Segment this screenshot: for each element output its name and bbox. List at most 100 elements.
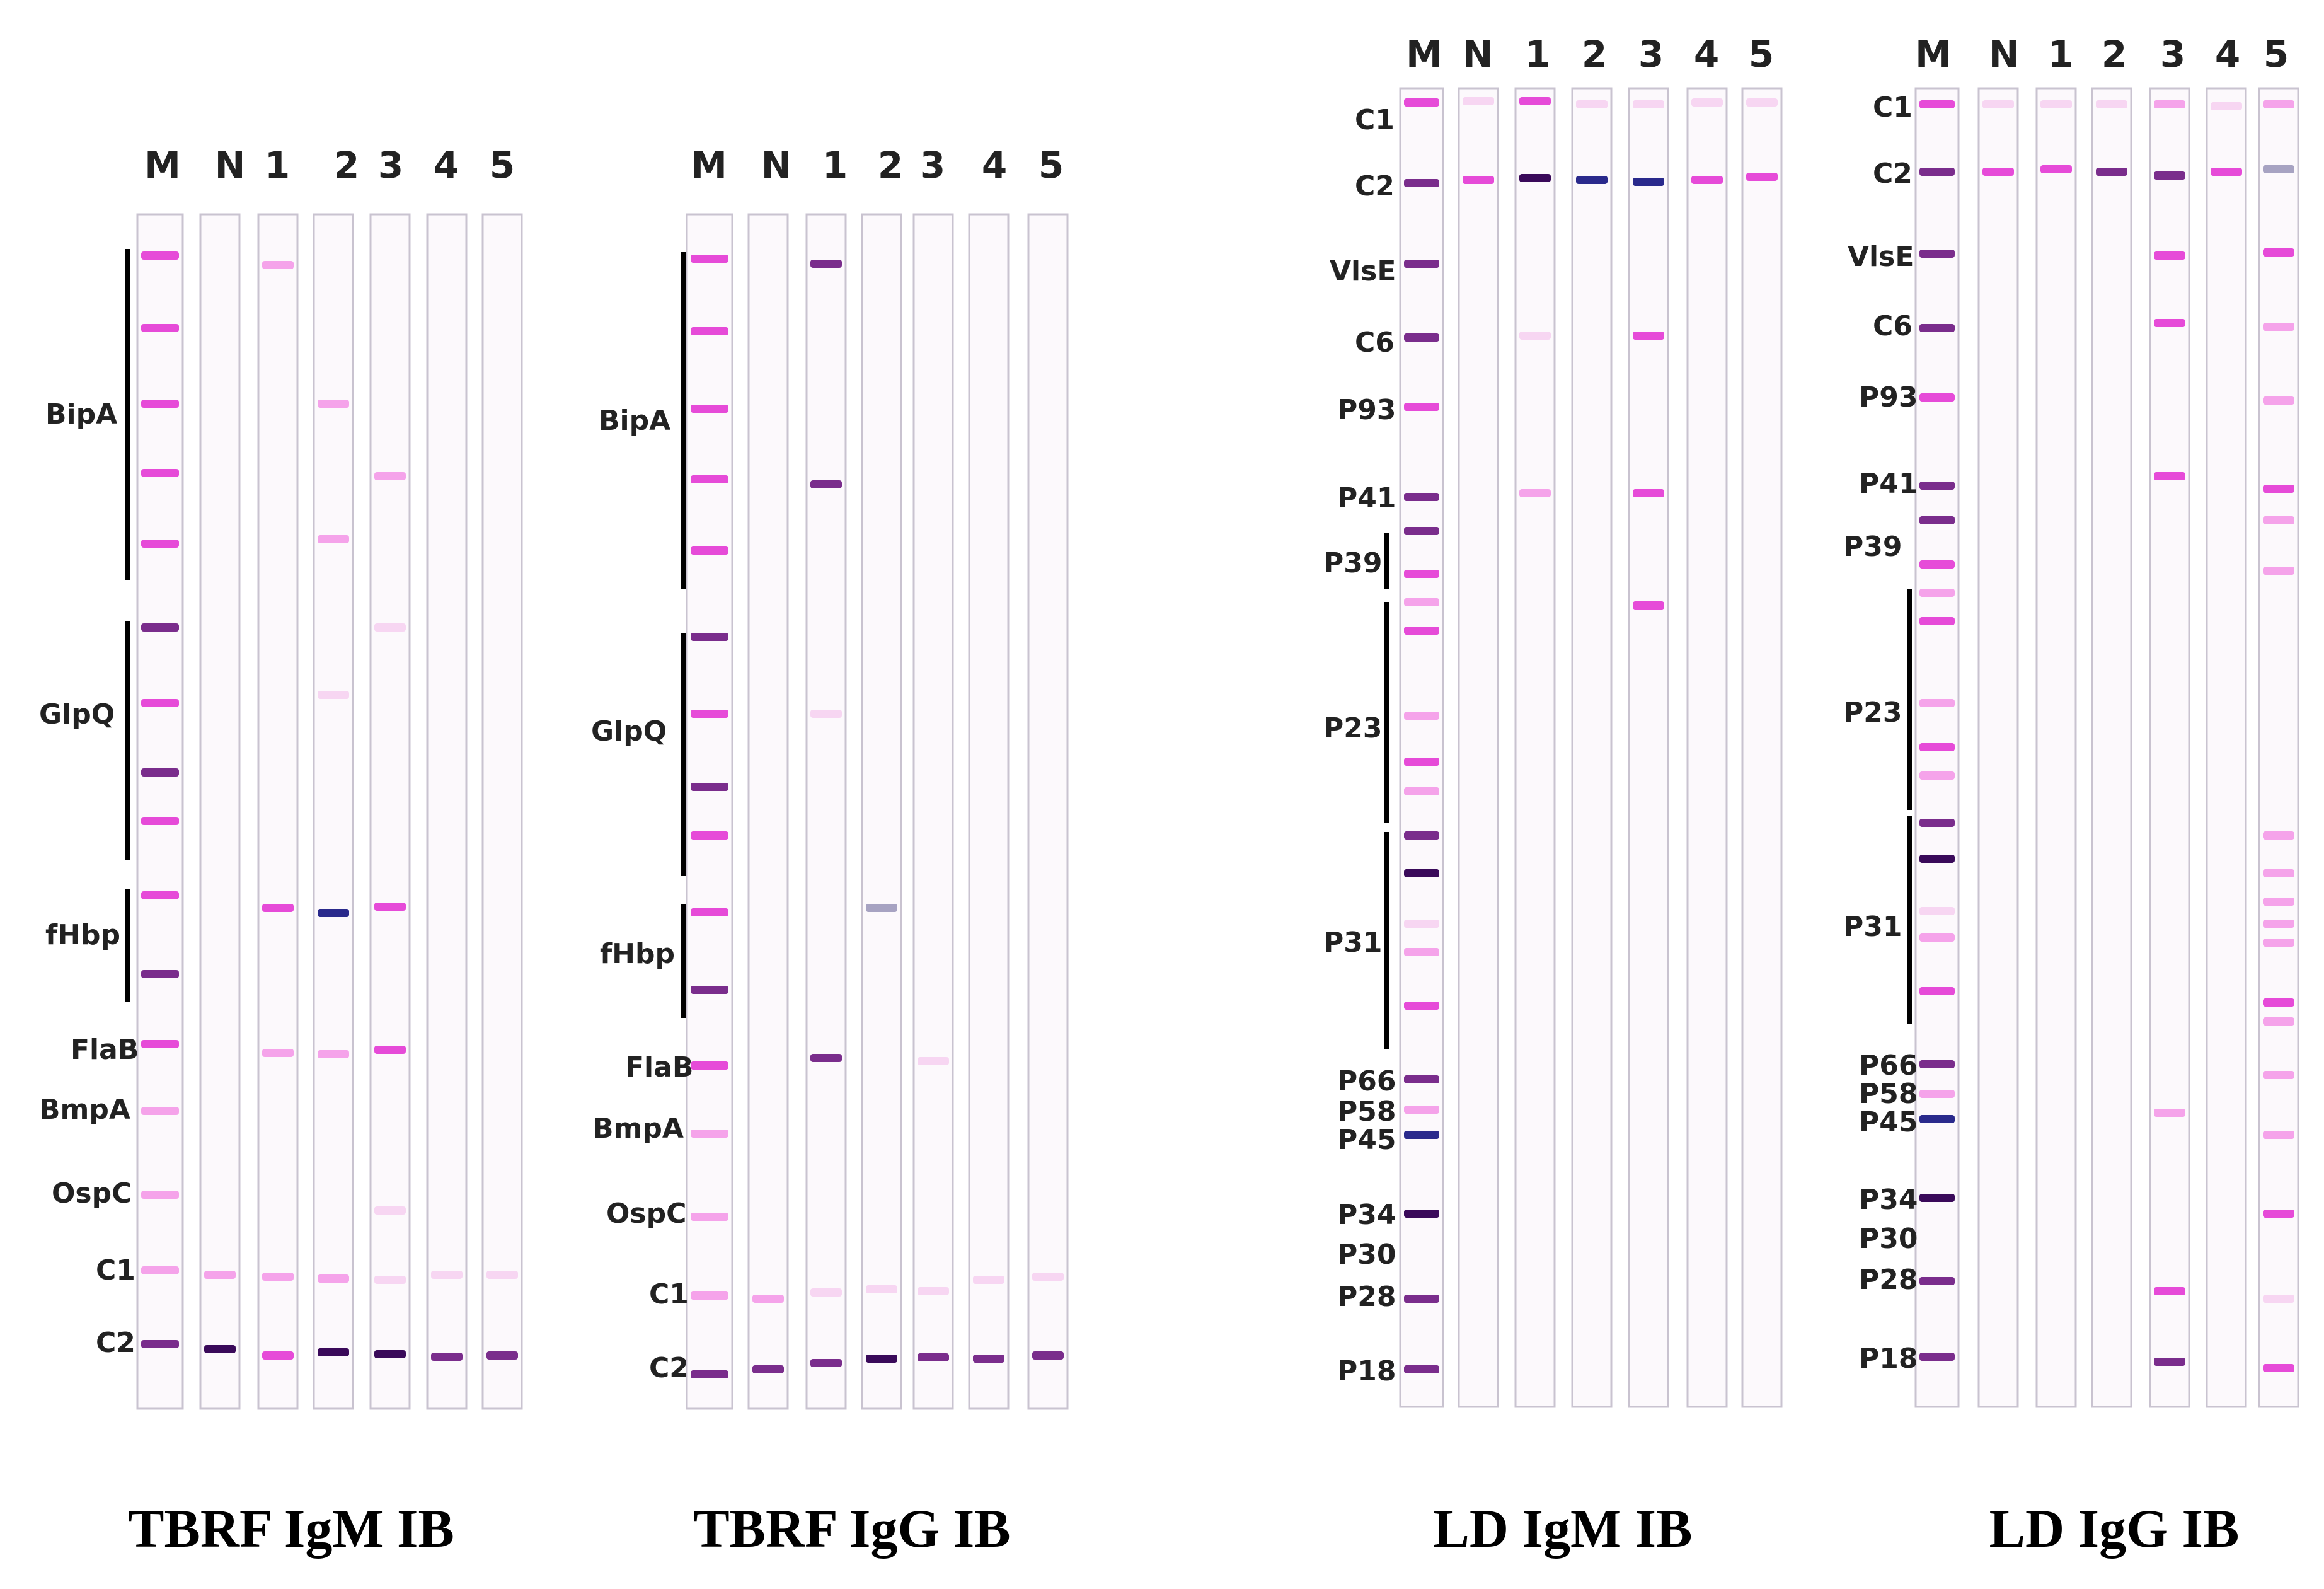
sample-band — [2096, 100, 2127, 108]
marker-band — [1919, 560, 1955, 569]
strip-lane-1 — [1514, 87, 1556, 1408]
sample-band — [374, 1276, 406, 1284]
label-p93: P93 — [1337, 394, 1396, 426]
strip-lane-1 — [805, 213, 847, 1410]
sample-band — [1982, 100, 2014, 108]
marker-band — [1919, 393, 1955, 402]
sample-band — [374, 472, 406, 480]
sample-band — [866, 1355, 897, 1363]
marker-band — [1404, 1210, 1439, 1218]
lane-header-1: 1 — [1524, 33, 1551, 76]
label-p93: P93 — [1859, 381, 1918, 413]
marker-band — [141, 699, 179, 707]
strip-lane-3 — [2149, 87, 2190, 1408]
sample-band — [752, 1365, 784, 1373]
marker-band — [1919, 771, 1955, 780]
marker-band — [1404, 403, 1439, 411]
lane-header-2: 2 — [1581, 33, 1608, 76]
lane-header-n: N — [1462, 33, 1493, 76]
strip-lane-4 — [2206, 87, 2247, 1408]
label-p31: P31 — [1843, 911, 1902, 943]
lane-header-2: 2 — [877, 144, 904, 187]
label-p66: P66 — [1859, 1049, 1918, 1082]
sample-band — [486, 1351, 518, 1360]
marker-band — [1919, 1194, 1955, 1202]
marker-band — [1919, 1277, 1955, 1285]
sample-band — [1691, 176, 1723, 184]
sample-band — [2263, 998, 2294, 1007]
sample-band — [318, 1348, 349, 1356]
sample-band — [1633, 100, 1664, 108]
marker-band — [1404, 1002, 1439, 1010]
sample-band — [374, 1046, 406, 1054]
marker-band — [1404, 787, 1439, 795]
sample-band — [918, 1287, 949, 1295]
sample-band — [1633, 178, 1664, 186]
label-flab: FlaB — [625, 1051, 694, 1083]
marker-band — [691, 1291, 728, 1300]
label-p45: P45 — [1859, 1106, 1918, 1138]
strip-lane-4 — [426, 213, 468, 1410]
strip-lane-4 — [1686, 87, 1728, 1408]
strip-lane-m — [1399, 87, 1444, 1408]
sample-band — [1982, 168, 2014, 176]
marker-band — [1404, 493, 1439, 501]
sample-band — [431, 1353, 463, 1361]
marker-band — [1919, 100, 1955, 108]
marker-band — [141, 768, 179, 777]
marker-band — [1404, 831, 1439, 840]
sample-band — [2263, 831, 2294, 840]
label-c6: C6 — [1873, 310, 1913, 342]
marker-band — [1919, 482, 1955, 490]
sample-band — [973, 1355, 1004, 1363]
marker-band — [691, 633, 728, 641]
marker-band — [691, 783, 728, 791]
sample-band — [262, 1049, 294, 1057]
marker-band — [1404, 1365, 1439, 1373]
sample-band — [374, 903, 406, 911]
sample-band — [262, 904, 294, 912]
label-bmpa: BmpA — [592, 1112, 684, 1145]
sample-band — [2263, 939, 2294, 947]
lane-header-4: 4 — [1693, 33, 1720, 76]
marker-band — [691, 710, 728, 718]
marker-band — [691, 255, 728, 263]
marker-band — [691, 1061, 728, 1070]
sample-band — [1633, 601, 1664, 610]
lane-header-m: M — [1915, 33, 1952, 76]
sample-band — [1633, 489, 1664, 497]
label-p58: P58 — [1337, 1095, 1396, 1128]
label-c2: C2 — [1873, 158, 1913, 190]
strip-lane-2 — [2091, 87, 2132, 1408]
label-p23: P23 — [1323, 712, 1383, 744]
strips-ld-igg — [1914, 87, 2299, 1408]
sample-band — [1691, 98, 1723, 107]
sample-band — [2263, 869, 2294, 877]
sample-band — [2263, 485, 2294, 493]
marker-band — [1404, 527, 1439, 535]
label-bipa: BipA — [599, 405, 671, 437]
marker-band — [141, 1191, 179, 1199]
marker-band — [1919, 907, 1955, 915]
strip-lane-n — [1977, 87, 2019, 1408]
label-p34: P34 — [1859, 1184, 1918, 1216]
sample-band — [810, 260, 842, 268]
sample-band — [2154, 1109, 2185, 1117]
label-ospc: OspC — [606, 1198, 687, 1230]
lane-header-3: 3 — [377, 144, 404, 187]
lane-header-4: 4 — [981, 144, 1008, 187]
sample-band — [1519, 332, 1551, 340]
marker-band — [1404, 598, 1439, 606]
sample-band — [204, 1271, 236, 1279]
label-p34: P34 — [1337, 1199, 1396, 1231]
label-vlse: VlsE — [1330, 255, 1396, 287]
label-ospc: OspC — [52, 1177, 132, 1210]
label-p28: P28 — [1859, 1264, 1918, 1296]
label-c1: C1 — [1355, 104, 1395, 136]
label-p58: P58 — [1859, 1078, 1918, 1110]
sample-band — [2263, 898, 2294, 906]
marker-band — [1919, 699, 1955, 707]
marker-band — [141, 469, 179, 477]
marker-band — [691, 908, 728, 916]
sample-band — [1463, 97, 1494, 105]
